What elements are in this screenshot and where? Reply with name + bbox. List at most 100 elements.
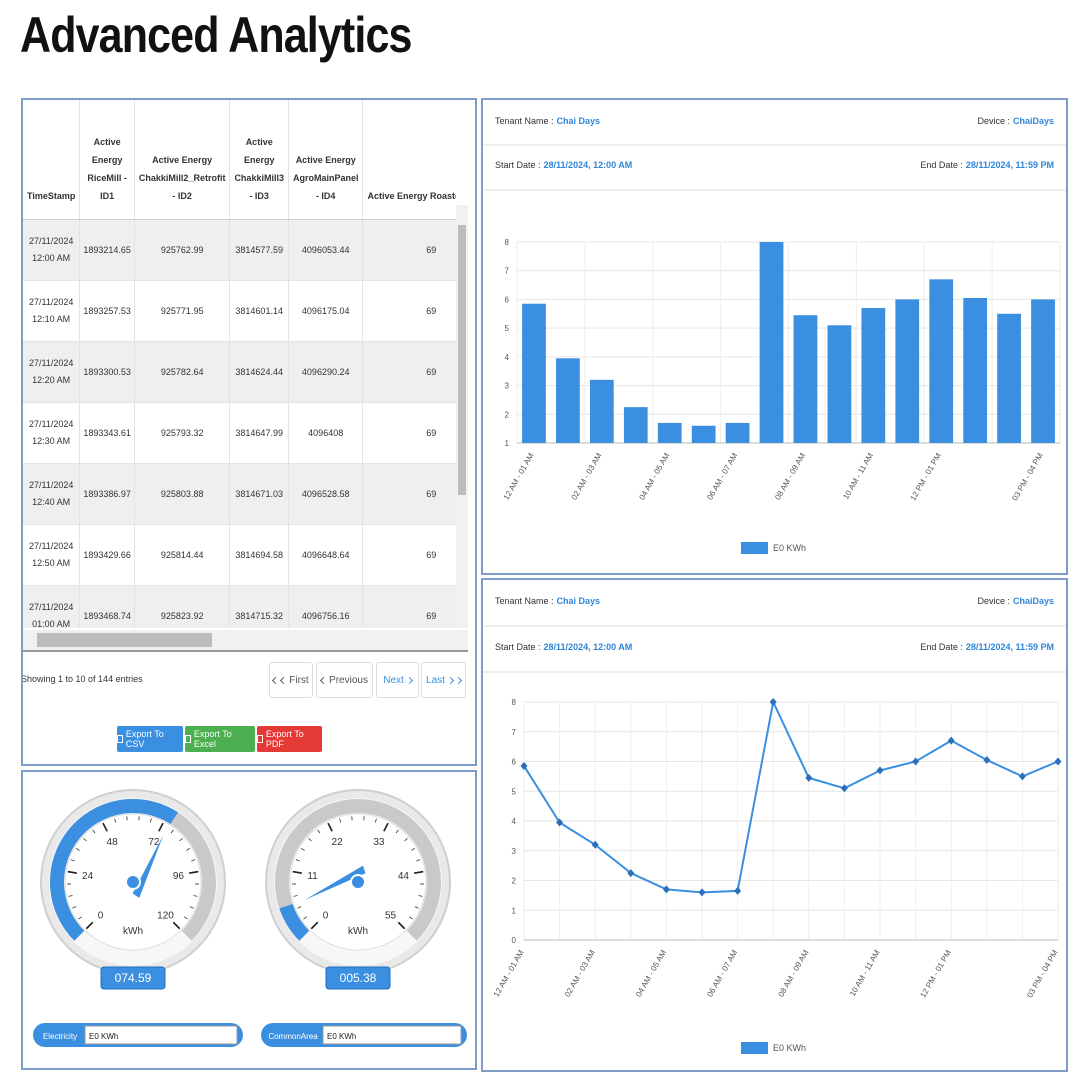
- bar: [997, 313, 1021, 443]
- y-tick-label: 0: [512, 936, 517, 945]
- point: [947, 736, 955, 745]
- gauge-panel: 0 24 48 72 96 120 kWh 074.59 Electricity E0 KWh 0 1…: [21, 770, 477, 1070]
- gauge-tick: [158, 822, 164, 832]
- gauge-minor-tick: [317, 829, 321, 834]
- gauge-minor-tick: [186, 848, 191, 851]
- y-tick-label: 4: [512, 817, 517, 826]
- column-header: Active Energy RoastedM - ID5: [362, 100, 456, 220]
- info-row: Start Date :28/11/2024, 12:00 AM: [495, 642, 632, 652]
- info-value: 28/11/2024, 11:59 PM: [966, 160, 1054, 170]
- point: [698, 888, 706, 897]
- doc-icon: [257, 735, 263, 743]
- x-tick-label: 02 AM - 03 AM: [570, 451, 604, 501]
- table-cell: 4096053.44: [288, 219, 364, 281]
- bar: [963, 297, 988, 443]
- page-button-label: First: [289, 674, 309, 686]
- page-button[interactable]: First: [269, 662, 313, 698]
- field-box: [84, 1025, 238, 1045]
- info-label: Start Date :: [495, 642, 541, 652]
- bar: [589, 379, 614, 443]
- y-tick-label: 3: [505, 382, 510, 391]
- scroll-thumb[interactable]: [458, 225, 466, 495]
- page-button[interactable]: Last: [421, 662, 466, 698]
- x-tick-label: 12 PM - 01 PM: [918, 948, 953, 999]
- bar: [556, 358, 580, 443]
- table-cell: 925803.88: [134, 463, 231, 525]
- info-label: Tenant Name :: [495, 596, 554, 606]
- bar-chart: Tenant Name : Chai Days Device : ChaiDays St…: [483, 116, 1066, 554]
- x-tick-label: 12 AM - 01 AM: [502, 451, 536, 501]
- gauge-minor-tick: [78, 916, 82, 920]
- scroll-thumb[interactable]: [37, 633, 212, 647]
- gauge-tick-label: 33: [373, 837, 385, 848]
- gauge-tick-label: 55: [385, 911, 397, 922]
- gauge-minor-tick: [83, 838, 87, 842]
- legend-label: E0 KWh: [773, 1043, 806, 1053]
- export-button[interactable]: Export To CSV: [117, 726, 183, 752]
- table-cell: 1893429.66: [79, 524, 135, 586]
- info-value: ChaiDays: [1013, 116, 1054, 126]
- y-tick-label: 5: [505, 324, 510, 333]
- table-row: 27/11/2024 12:00 AM 1893214.65 925762.99 38…: [23, 219, 456, 281]
- table-cell: 3814671.03: [229, 463, 289, 525]
- gauge-minor-tick: [297, 906, 302, 909]
- y-tick-label: 2: [512, 877, 517, 886]
- bar-chart-panel: Tenant Name : Chai Days Device : ChaiDays St…: [481, 98, 1068, 575]
- gauge-tick: [327, 822, 333, 832]
- point: [840, 784, 848, 793]
- gauge-minor-tick: [404, 838, 408, 842]
- gauge-minor-tick: [114, 818, 117, 823]
- gauge-unit: kWh: [123, 926, 143, 937]
- chevron-icon: [446, 676, 454, 684]
- point: [876, 766, 884, 775]
- gauge-tick-label: 44: [398, 871, 410, 882]
- export-button[interactable]: Export To PDF: [257, 726, 322, 752]
- gauge-value-arc: [50, 799, 178, 941]
- info-row: Tenant Name : Chai Days: [495, 596, 600, 606]
- bar: [861, 308, 886, 443]
- bar: [691, 425, 716, 443]
- export-label: Export To PDF: [265, 729, 304, 749]
- gauge-track: [275, 799, 441, 941]
- bar: [827, 325, 852, 443]
- y-tick-label: 1: [505, 439, 510, 448]
- gauge-tick: [383, 822, 389, 832]
- table-cell: 925762.99: [134, 219, 231, 281]
- line-chart: Tenant Name : Chai Days Device : ChaiDays St…: [483, 596, 1066, 1054]
- gauge-tick-label: 72: [148, 837, 160, 848]
- point: [912, 757, 920, 766]
- point: [1054, 757, 1062, 766]
- gauge-tick-label: 120: [157, 911, 174, 922]
- table-cell: 925793.32: [134, 402, 231, 464]
- table-cell: 4096408: [288, 402, 364, 464]
- horizontal-scrollbar[interactable]: [23, 630, 468, 652]
- export-button[interactable]: Export To Excel: [185, 726, 255, 752]
- legend-swatch: [741, 1042, 768, 1054]
- point: [556, 818, 564, 827]
- page-button[interactable]: Previous: [316, 662, 373, 698]
- field-label: CommonArea: [268, 1032, 318, 1041]
- table-cell: 925823.92: [134, 585, 231, 628]
- gauges: 0 24 48 72 96 120 kWh 074.59 Electricity E0 KWh 0 1…: [33, 789, 467, 1047]
- point: [627, 869, 635, 878]
- gauge-tick: [102, 822, 108, 832]
- field-box: [322, 1025, 462, 1045]
- table-cell: 27/11/2024 01:00 AM: [23, 585, 81, 628]
- gauge-minor-tick: [170, 829, 174, 834]
- vertical-scrollbar[interactable]: [456, 205, 468, 628]
- table-cell: 1893386.97: [79, 463, 135, 525]
- table-row: 27/11/2024 01:00 AM 1893468.74 925823.92 38…: [23, 585, 456, 628]
- field-label: Electricity: [43, 1032, 77, 1041]
- table-cell: 69: [362, 524, 456, 586]
- column-header: Active Energy RiceMill - ID1: [79, 100, 135, 220]
- gauge-minor-tick: [395, 829, 399, 834]
- gauge-minor-tick: [92, 829, 96, 834]
- y-tick-label: 6: [505, 295, 510, 304]
- table-cell: 27/11/2024 12:40 AM: [23, 463, 81, 525]
- page-button[interactable]: Next: [376, 662, 419, 698]
- table-cell: 1893300.53: [79, 341, 135, 403]
- doc-icon: [185, 735, 191, 743]
- table-row: 27/11/2024 12:30 AM 1893343.61 925793.32 38…: [23, 402, 456, 464]
- table-cell: 27/11/2024 12:50 AM: [23, 524, 81, 586]
